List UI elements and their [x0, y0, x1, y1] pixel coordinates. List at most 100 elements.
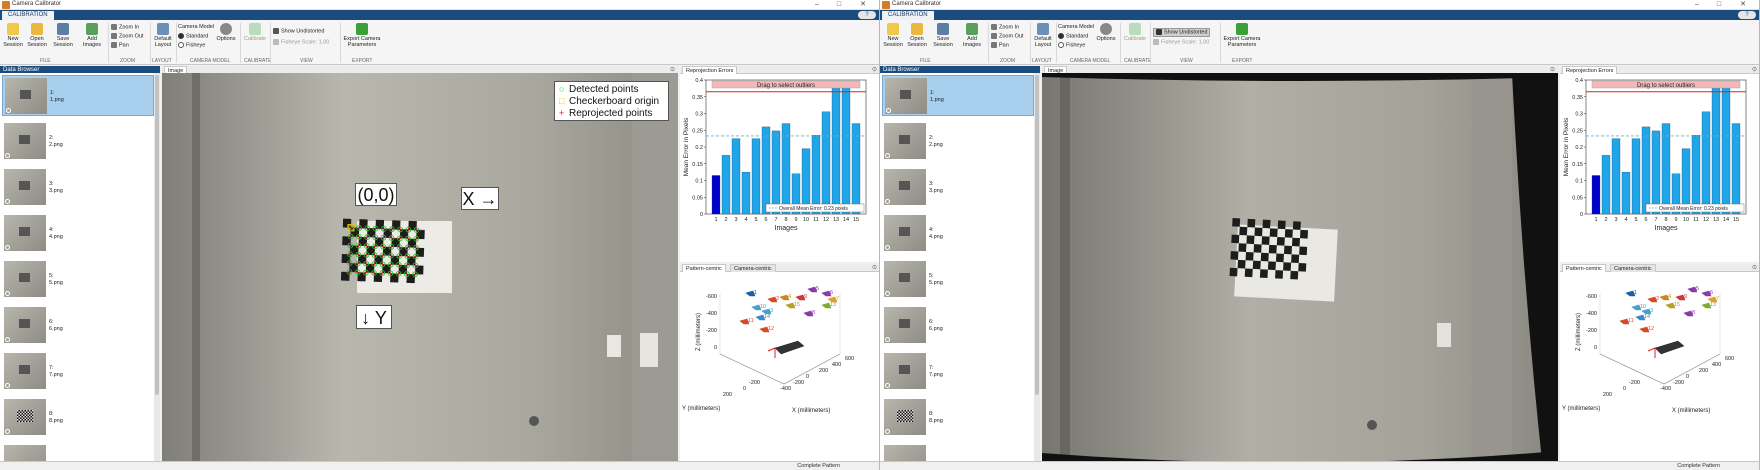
export-camera-parameters-button[interactable]: Export Camera Parameters: [1222, 23, 1262, 48]
error-bar[interactable]: [731, 138, 741, 215]
error-bar[interactable]: [751, 138, 761, 215]
error-bar[interactable]: [791, 173, 801, 215]
undistorted-image-view[interactable]: [1042, 73, 1558, 461]
camera-pose-glyph[interactable]: [1707, 296, 1718, 303]
camera-pose-glyph[interactable]: [821, 290, 832, 297]
error-bar[interactable]: [771, 130, 781, 215]
camera-pose-glyph[interactable]: [759, 326, 770, 333]
camera-pose-glyph[interactable]: [761, 308, 772, 315]
camera-pose-glyph[interactable]: [739, 318, 750, 325]
camera-pose-glyph[interactable]: [745, 290, 756, 297]
error-bar[interactable]: [1681, 148, 1691, 215]
error-bar[interactable]: [1651, 130, 1661, 215]
camera-pose-glyph[interactable]: [1641, 308, 1652, 315]
reprojection-errors-chart[interactable]: 00.050.10.150.20.250.30.350.41 2 3 4 5 6 7 8 9 10…: [1560, 74, 1760, 262]
error-bar[interactable]: [741, 171, 751, 215]
extrinsics-3d-plot[interactable]: -600-400-2000-400-2000200400600-2000200Z…: [1560, 272, 1760, 461]
panel-options-icon[interactable]: ⊙: [871, 67, 877, 73]
camera-pose-glyph[interactable]: [821, 302, 832, 309]
scrollbar-thumb[interactable]: [1035, 75, 1039, 395]
maximize-button[interactable]: □: [836, 1, 842, 8]
tab-calibration[interactable]: CALIBRATION: [882, 11, 934, 20]
data-browser-item[interactable]: 7: 7.png: [2, 351, 154, 392]
camera-pose-glyph[interactable]: [795, 294, 806, 301]
error-bar[interactable]: [1631, 138, 1641, 215]
panel-options-icon[interactable]: ⊙: [1751, 67, 1757, 73]
camera-pose-glyph[interactable]: [1639, 326, 1650, 333]
help-button[interactable]: ?: [1738, 11, 1756, 19]
panel-options-icon[interactable]: ⊙: [1751, 265, 1757, 271]
zoom-in-button[interactable]: Zoom In: [991, 24, 1019, 31]
error-bar[interactable]: [801, 148, 811, 215]
data-browser-item[interactable]: 4: 4.png: [2, 213, 154, 254]
error-bar[interactable]: [841, 86, 851, 215]
fisheye-scale-field[interactable]: Fisheye Scale: 1.00: [1153, 39, 1209, 46]
pan-button[interactable]: Pan: [991, 42, 1009, 49]
camera-pose-glyph[interactable]: [1675, 294, 1686, 301]
tab-calibration[interactable]: CALIBRATION: [2, 11, 54, 20]
error-bar[interactable]: [1611, 138, 1621, 215]
camera-pose-glyph[interactable]: [1631, 304, 1642, 311]
error-bar[interactable]: [1621, 171, 1631, 215]
data-browser-item[interactable]: 5: 5.png: [2, 259, 154, 300]
data-browser-item[interactable]: 8: 8.png: [882, 397, 1034, 438]
data-browser-item[interactable]: 2: 2.png: [882, 121, 1034, 162]
zoom-in-button[interactable]: Zoom In: [111, 24, 139, 31]
error-bar[interactable]: [821, 111, 831, 215]
error-bar[interactable]: [1591, 175, 1601, 215]
panel-options-icon[interactable]: ⊙: [669, 67, 675, 73]
error-bar[interactable]: [1691, 135, 1701, 215]
show-undistorted-toggle-active[interactable]: Show Undistorted: [1153, 28, 1211, 38]
camera-pose-glyph[interactable]: [1635, 314, 1646, 321]
camera-pose-glyph[interactable]: [1687, 286, 1698, 293]
new-session-button[interactable]: New Session: [882, 23, 904, 48]
tab-reprojection-errors[interactable]: Reprojection Errors: [682, 66, 738, 74]
tab-image[interactable]: Image: [1044, 66, 1068, 74]
camera-pose-glyph[interactable]: [785, 302, 796, 309]
data-browser-item-partial[interactable]: [882, 443, 1034, 461]
fisheye-radio[interactable]: Fisheye: [178, 42, 205, 49]
data-browser-scrollbar[interactable]: [1034, 73, 1040, 461]
data-browser-item[interactable]: 1: 1.png: [2, 75, 154, 116]
error-bar[interactable]: [811, 135, 821, 215]
data-browser-item[interactable]: 4: 4.png: [882, 213, 1034, 254]
error-bar[interactable]: [781, 123, 791, 215]
camera-pose-glyph[interactable]: [1665, 302, 1676, 309]
add-images-button[interactable]: Add Images: [80, 23, 104, 48]
drag-outliers-box[interactable]: [1591, 80, 1741, 89]
scrollbar-thumb[interactable]: [155, 75, 159, 395]
minimize-button[interactable]: –: [1695, 1, 1699, 8]
camera-pose-glyph[interactable]: [1683, 310, 1694, 317]
new-session-button[interactable]: New Session: [2, 23, 24, 48]
save-session-button[interactable]: Save Session: [50, 23, 76, 48]
camera-pose-glyph[interactable]: [767, 296, 778, 303]
fisheye-scale-field[interactable]: Fisheye Scale: 1.00: [273, 39, 329, 46]
close-button[interactable]: ✕: [860, 1, 866, 8]
add-images-button[interactable]: Add Images: [960, 23, 984, 48]
extrinsics-3d-plot[interactable]: -600-400-2000-400-2000200400600-2000200Z…: [680, 272, 880, 461]
tab-image[interactable]: Image: [164, 66, 188, 74]
minimize-button[interactable]: –: [815, 1, 819, 8]
error-bar[interactable]: [1721, 86, 1731, 215]
error-bar[interactable]: [1601, 155, 1611, 215]
fisheye-radio[interactable]: Fisheye: [1058, 42, 1085, 49]
drag-outliers-box[interactable]: [711, 80, 861, 89]
help-button[interactable]: ?: [858, 11, 876, 19]
camera-pose-glyph[interactable]: [1701, 302, 1712, 309]
open-session-button[interactable]: Open Session: [906, 23, 928, 48]
error-bar[interactable]: [1701, 111, 1711, 215]
error-bar[interactable]: [1711, 88, 1721, 215]
options-button[interactable]: Options: [215, 23, 237, 42]
data-browser-item-partial[interactable]: [2, 443, 154, 461]
camera-pose-glyph[interactable]: [751, 304, 762, 311]
calibrate-button[interactable]: Calibrate: [1122, 23, 1148, 42]
pan-button[interactable]: Pan: [111, 42, 129, 49]
camera-pose-glyph[interactable]: [755, 314, 766, 321]
default-layout-button[interactable]: Default Layout: [152, 23, 174, 48]
error-bar[interactable]: [1731, 123, 1741, 215]
data-browser-item[interactable]: 5: 5.png: [882, 259, 1034, 300]
error-bar[interactable]: [761, 126, 771, 215]
panel-options-icon[interactable]: ⊙: [871, 265, 877, 271]
calibration-image-view[interactable]: ○ Detected points □ Checkerboard origin + R…: [162, 73, 678, 461]
error-bar[interactable]: [851, 123, 861, 215]
